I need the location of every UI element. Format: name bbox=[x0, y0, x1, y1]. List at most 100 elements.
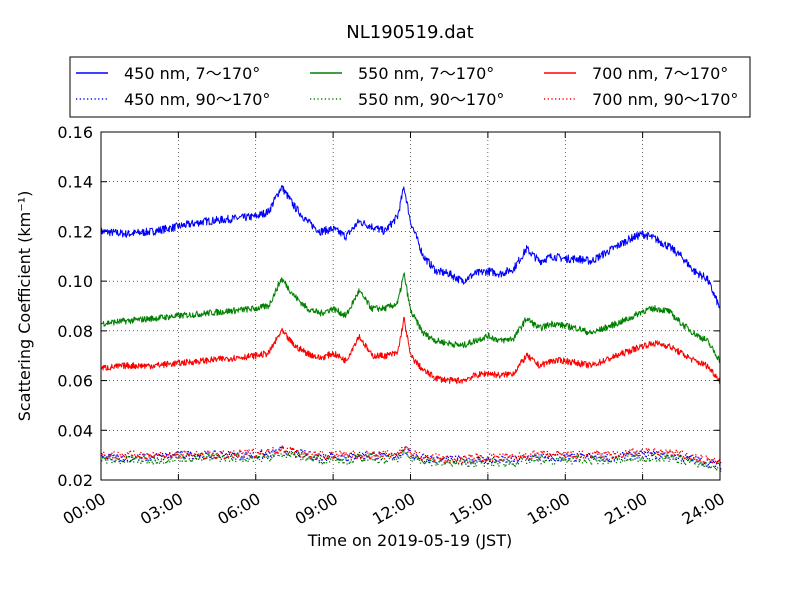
data-point bbox=[423, 333, 424, 334]
data-point bbox=[578, 258, 579, 259]
data-point bbox=[578, 460, 579, 461]
data-point bbox=[591, 261, 592, 262]
data-point bbox=[397, 216, 398, 217]
data-point bbox=[255, 452, 256, 453]
data-point bbox=[281, 186, 282, 187]
data-point bbox=[526, 460, 527, 461]
data-point bbox=[268, 452, 269, 453]
data-point bbox=[358, 291, 359, 292]
data-point bbox=[294, 452, 295, 453]
data-point bbox=[603, 253, 604, 254]
data-point bbox=[449, 380, 450, 381]
series-6 bbox=[101, 445, 722, 465]
data-point bbox=[629, 238, 630, 239]
data-point bbox=[513, 462, 514, 463]
data-point bbox=[204, 457, 205, 458]
data-point bbox=[152, 365, 153, 366]
data-point bbox=[410, 221, 411, 222]
data-point bbox=[423, 457, 424, 458]
data-point bbox=[694, 271, 695, 272]
data-point bbox=[681, 460, 682, 461]
data-point bbox=[436, 460, 437, 461]
data-point bbox=[487, 335, 488, 336]
data-point bbox=[436, 378, 437, 379]
data-point bbox=[397, 455, 398, 456]
data-point bbox=[294, 296, 295, 297]
data-point bbox=[629, 318, 630, 319]
data-point bbox=[475, 462, 476, 463]
data-point bbox=[204, 360, 205, 361]
data-point bbox=[655, 343, 656, 344]
data-point bbox=[642, 311, 643, 312]
data-point bbox=[346, 315, 347, 316]
data-point bbox=[462, 345, 463, 346]
series-4 bbox=[101, 448, 722, 472]
legend-entry: 450 nm, 7～170° bbox=[76, 64, 260, 83]
data-point bbox=[629, 457, 630, 458]
data-point bbox=[642, 345, 643, 346]
data-point bbox=[500, 457, 501, 458]
data-point bbox=[565, 460, 566, 461]
data-point bbox=[204, 313, 205, 314]
data-point bbox=[539, 365, 540, 366]
data-point bbox=[565, 325, 566, 326]
data-point bbox=[423, 370, 424, 371]
data-point bbox=[475, 340, 476, 341]
data-point bbox=[449, 462, 450, 463]
data-point bbox=[255, 457, 256, 458]
data-point bbox=[616, 355, 617, 356]
data-point bbox=[591, 365, 592, 366]
legend-entry: 550 nm, 7～170° bbox=[310, 64, 494, 83]
data-point bbox=[404, 273, 405, 274]
data-point bbox=[513, 373, 514, 374]
data-point bbox=[346, 460, 347, 461]
data-point bbox=[655, 457, 656, 458]
data-point bbox=[449, 343, 450, 344]
data-point bbox=[255, 216, 256, 217]
legend-label: 450 nm, 90～170° bbox=[124, 90, 270, 109]
y-tick-label: 0.04 bbox=[57, 421, 93, 440]
data-point bbox=[694, 462, 695, 463]
data-point bbox=[320, 460, 321, 461]
data-point bbox=[268, 457, 269, 458]
data-point bbox=[410, 452, 411, 453]
data-point bbox=[707, 365, 708, 366]
data-point bbox=[642, 233, 643, 234]
data-point bbox=[462, 380, 463, 381]
data-point bbox=[294, 455, 295, 456]
data-point bbox=[591, 333, 592, 334]
data-point bbox=[668, 452, 669, 453]
data-point bbox=[307, 353, 308, 354]
data-point bbox=[539, 455, 540, 456]
data-point bbox=[371, 226, 372, 227]
data-point bbox=[397, 353, 398, 354]
data-point bbox=[475, 273, 476, 274]
data-point bbox=[358, 221, 359, 222]
data-point bbox=[475, 457, 476, 458]
data-point bbox=[565, 360, 566, 361]
data-point bbox=[681, 256, 682, 257]
data-point bbox=[178, 363, 179, 364]
data-point bbox=[307, 455, 308, 456]
data-point bbox=[126, 455, 127, 456]
data-point bbox=[694, 360, 695, 361]
data-point bbox=[281, 278, 282, 279]
data-point bbox=[281, 452, 282, 453]
data-point bbox=[320, 313, 321, 314]
data-point bbox=[694, 333, 695, 334]
data-point bbox=[526, 457, 527, 458]
data-point bbox=[655, 455, 656, 456]
data-point bbox=[436, 462, 437, 463]
data-point bbox=[346, 455, 347, 456]
legend-entry: 700 nm, 90～170° bbox=[544, 90, 738, 109]
data-point bbox=[616, 455, 617, 456]
legend-label: 550 nm, 7～170° bbox=[358, 64, 494, 83]
data-point bbox=[152, 460, 153, 461]
data-point bbox=[629, 350, 630, 351]
series-5 bbox=[100, 316, 721, 385]
data-point bbox=[591, 460, 592, 461]
data-point bbox=[603, 460, 604, 461]
data-point bbox=[294, 345, 295, 346]
